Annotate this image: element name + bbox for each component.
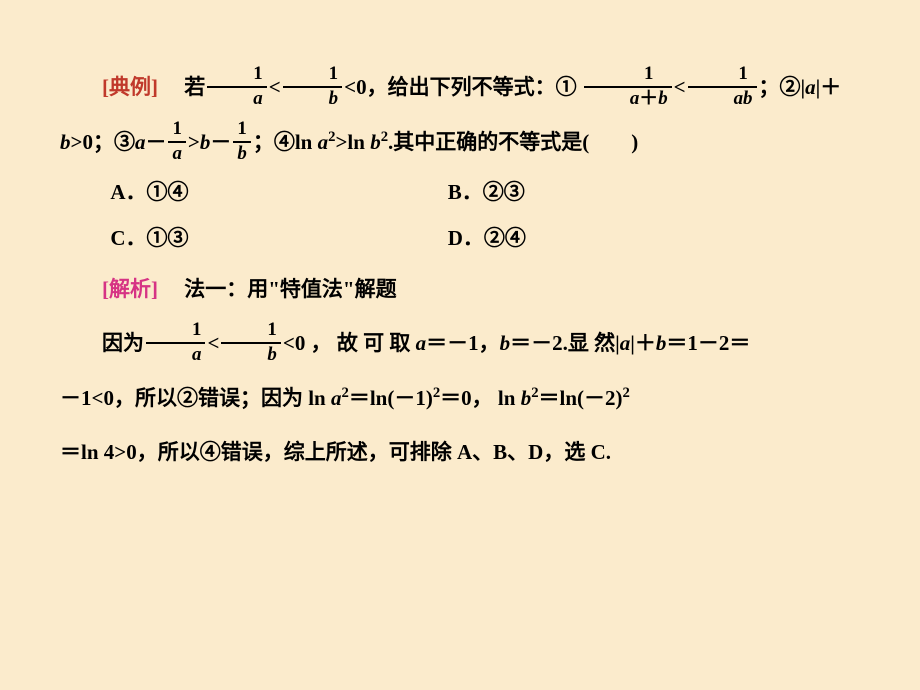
fraction-1a-3: 1a <box>168 120 185 164</box>
fraction-1-over-ab: 1ab <box>688 65 757 109</box>
sol-lt: < <box>207 331 219 355</box>
lt-zero: <0， <box>344 75 387 99</box>
var-b-4: b <box>370 130 381 154</box>
example-label: [典例] <box>102 75 158 99</box>
sol-eq-neg1: ＝－1， <box>426 331 500 355</box>
fraction-1-over-aplusb: 1a＋b <box>584 65 672 109</box>
gt-zero-3: >0；③ <box>71 130 135 154</box>
fraction-1b-3: 1b <box>233 120 250 164</box>
text-abs-plus: |＋ <box>816 75 842 99</box>
gt-3: > <box>188 130 200 154</box>
var-a-3: a <box>135 130 146 154</box>
sol-eq-neg2: ＝－2.显 然| <box>510 331 620 355</box>
sol2-sup4: 2 <box>623 385 630 401</box>
sol2-var-a: a <box>331 386 342 410</box>
gt-ln: >ln <box>335 130 370 154</box>
question-line-2: b>0；③a－1a>b－1b；④ln a2>ln b2.其中正确的不等式是( ) <box>60 115 860 170</box>
sol2-d: ＝ln(－2) <box>539 386 623 410</box>
sol2-sup1: 2 <box>341 385 348 401</box>
solution-line-1: 因为1a<1b<0 ， 故 可 取 a＝－1，b＝－2.显 然|a|＋b＝1－2… <box>60 316 860 371</box>
fraction-1-over-b: 1b <box>283 65 342 109</box>
sol-frac-1b: 1b <box>221 321 280 365</box>
sol2-sup3: 2 <box>531 385 538 401</box>
option-a: A．①④ <box>110 169 447 215</box>
sol-var-a: a <box>416 331 427 355</box>
sol-lt0: <0 ， 故 可 取 <box>283 331 416 355</box>
sol-because: 因为 <box>102 331 144 355</box>
sol2-c: ＝0， ln <box>440 386 521 410</box>
minus-2: － <box>210 130 231 154</box>
semi-4: ；④ln <box>253 130 318 154</box>
sol-var-b: b <box>500 331 511 355</box>
method-text: 法一：用"特值法"解题 <box>163 277 396 301</box>
option-c: C．①③ <box>110 215 447 261</box>
sol-var-a2: a <box>620 331 631 355</box>
sol-var-b2: b <box>656 331 667 355</box>
slide-body: [典例] 若1a<1b<0，给出下列不等式：① 1a＋b<1ab；②|a|＋ b… <box>0 0 920 520</box>
lt-sign-2: < <box>674 75 686 99</box>
lt-sign-1: < <box>269 75 281 99</box>
sol-abs-plus: |＋ <box>630 331 656 355</box>
var-b: b <box>60 130 71 154</box>
options-grid: A．①④ B．②③ C．①③ D．②④ <box>110 169 860 261</box>
analysis-label: [解析] <box>102 277 158 301</box>
sol-frac-1a: 1a <box>146 321 205 365</box>
var-a-abs: a <box>805 75 816 99</box>
solution-line-3: ＝ln 4>0，所以④错误，综上所述，可排除 A、B、D，选 C. <box>60 425 860 480</box>
minus-1: － <box>145 130 166 154</box>
option-d: D．②④ <box>448 215 785 261</box>
solution-line-2: －1<0，所以②错误；因为 ln a2＝ln(－1)2＝0， ln b2＝ln(… <box>60 371 860 426</box>
var-a-4: a <box>318 130 329 154</box>
text-given: 给出下列不等式：① <box>388 75 577 99</box>
option-b: B．②③ <box>448 169 785 215</box>
sol2-b: ＝ln(－1) <box>349 386 433 410</box>
text-semi-abs: ；②| <box>759 75 806 99</box>
analysis-line: [解析] 法一：用"特值法"解题 <box>60 262 860 317</box>
sol2-var-b: b <box>521 386 532 410</box>
tail-text: .其中正确的不等式是( ) <box>388 130 638 154</box>
text-ruo: 若 <box>163 75 205 99</box>
sol-eq-calc: ＝1－2＝ <box>666 331 750 355</box>
sol2-a: －1<0，所以②错误；因为 ln <box>60 386 331 410</box>
var-b-3: b <box>200 130 211 154</box>
sup-2-b: 2 <box>381 129 388 145</box>
fraction-1-over-a: 1a <box>207 65 266 109</box>
question-line-1: [典例] 若1a<1b<0，给出下列不等式：① 1a＋b<1ab；②|a|＋ <box>60 60 860 115</box>
